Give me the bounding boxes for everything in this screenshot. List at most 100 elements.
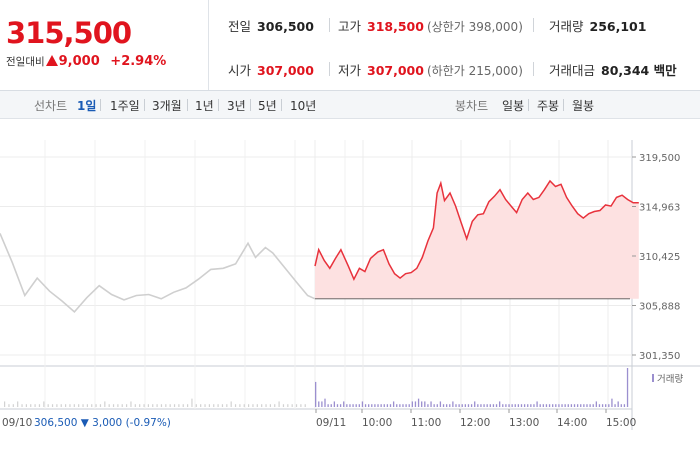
tab-5-year[interactable]: 5년	[258, 99, 277, 113]
volume-bar	[371, 404, 373, 407]
amount-label: 거래대금	[549, 63, 596, 78]
volume-bar	[583, 404, 585, 407]
volume-bar	[324, 398, 326, 407]
volume-bar	[586, 404, 588, 407]
volume-bar	[405, 404, 407, 407]
today-area-fill	[315, 181, 639, 299]
volume-bar	[499, 401, 501, 407]
volume-bar	[411, 401, 413, 407]
volume-bar	[492, 404, 495, 407]
volume-bar	[417, 398, 420, 407]
volume-bar	[452, 401, 454, 407]
volume-bar	[169, 404, 171, 407]
volume-bar	[470, 404, 473, 407]
volume-bar	[8, 404, 10, 407]
volume-bar	[349, 404, 351, 407]
divider	[533, 18, 534, 32]
volume-bar	[126, 404, 128, 407]
volume-bar	[339, 404, 342, 407]
tab-3-month[interactable]: 3개월	[152, 99, 182, 113]
high-label: 고가	[338, 19, 362, 34]
volume-bar	[414, 401, 417, 407]
volume-bar	[160, 404, 163, 407]
tab-1-week[interactable]: 1주일	[110, 99, 140, 113]
volume-bar	[601, 404, 604, 407]
volume-bar	[620, 404, 622, 407]
volume-bar	[73, 404, 75, 407]
divider	[250, 99, 251, 111]
volume-bar	[252, 404, 254, 407]
lower-limit: (하한가 215,000)	[426, 64, 523, 78]
volume-bar	[21, 404, 23, 407]
volume-bar	[51, 404, 54, 407]
volume-bar	[436, 404, 438, 407]
price-box: 315,500 전일대비 9,000 +2.94%	[0, 0, 209, 90]
current-price: 315,500	[6, 16, 132, 50]
volume-bar	[489, 404, 491, 407]
tab-weekly-candle[interactable]: 주봉	[537, 99, 560, 113]
volume-bar	[617, 401, 619, 407]
divider	[563, 99, 564, 111]
volume-bar	[4, 401, 6, 407]
volume-bar	[555, 404, 557, 407]
volume-bar	[567, 404, 569, 407]
volume-bar	[545, 404, 548, 407]
price-axis: 319,500 314,963 310,425 305,888 301,350	[632, 153, 680, 362]
volume-bar	[265, 404, 267, 407]
volume-bar	[47, 404, 49, 407]
volume-bar	[182, 404, 184, 407]
volume-bar	[139, 404, 141, 407]
volume-bar	[208, 404, 210, 407]
volume-bar	[112, 404, 115, 407]
volume-bar	[221, 404, 224, 407]
volume-bar	[533, 404, 535, 407]
divider	[100, 99, 101, 111]
volume-panel: 거래량	[4, 368, 683, 407]
volume-legend-swatch	[652, 374, 654, 382]
price-change: 전일대비 9,000 +2.94%	[6, 54, 166, 69]
change-value: 9,000	[58, 54, 100, 69]
volume-bar	[461, 404, 463, 407]
volume-bar	[570, 404, 573, 407]
tab-3-year[interactable]: 3년	[227, 99, 246, 113]
volume-bar	[383, 404, 385, 407]
tab-1-year[interactable]: 1년	[195, 99, 214, 113]
volume-bar	[427, 404, 429, 407]
volume-bar	[38, 404, 41, 407]
volume-bar	[12, 404, 14, 407]
volume-bar	[467, 404, 470, 407]
time-axis: 09/10 306,500 ▼ 3,000 (-0.97%) 09/11 10:00 1…	[2, 409, 636, 429]
divider	[533, 62, 534, 76]
open-label: 시가	[228, 63, 252, 78]
divider	[218, 99, 219, 111]
tab-monthly-candle[interactable]: 월봉	[572, 99, 595, 113]
prev-close-value: 306,500	[257, 19, 314, 34]
volume-bar	[520, 404, 523, 407]
volume-bar	[368, 404, 370, 407]
x-tick-label: 10:00	[362, 417, 392, 429]
volume-bar	[30, 404, 32, 407]
volume-bar	[495, 404, 498, 407]
volume-bar	[474, 401, 476, 407]
divider	[144, 99, 145, 111]
volume-bar	[480, 404, 482, 407]
volume-bar	[99, 404, 102, 407]
tab-10-year[interactable]: 10년	[290, 99, 317, 113]
volume-bar	[483, 404, 485, 407]
volume-bar	[304, 404, 306, 407]
volume-bar	[361, 401, 364, 407]
volume-bar	[195, 404, 197, 407]
volume-bar	[291, 404, 293, 407]
volume-bar	[439, 401, 442, 407]
volume-bar	[248, 404, 250, 407]
volume-bar	[78, 404, 80, 407]
tab-daily-candle[interactable]: 일봉	[502, 99, 525, 113]
volume-bar	[134, 404, 136, 407]
tab-1-day[interactable]: 1일	[77, 99, 97, 113]
volume-bar	[282, 404, 285, 407]
volume-bar	[430, 401, 432, 407]
previous-day-line	[0, 233, 316, 314]
divider	[187, 99, 188, 111]
volume-bar	[380, 404, 382, 407]
